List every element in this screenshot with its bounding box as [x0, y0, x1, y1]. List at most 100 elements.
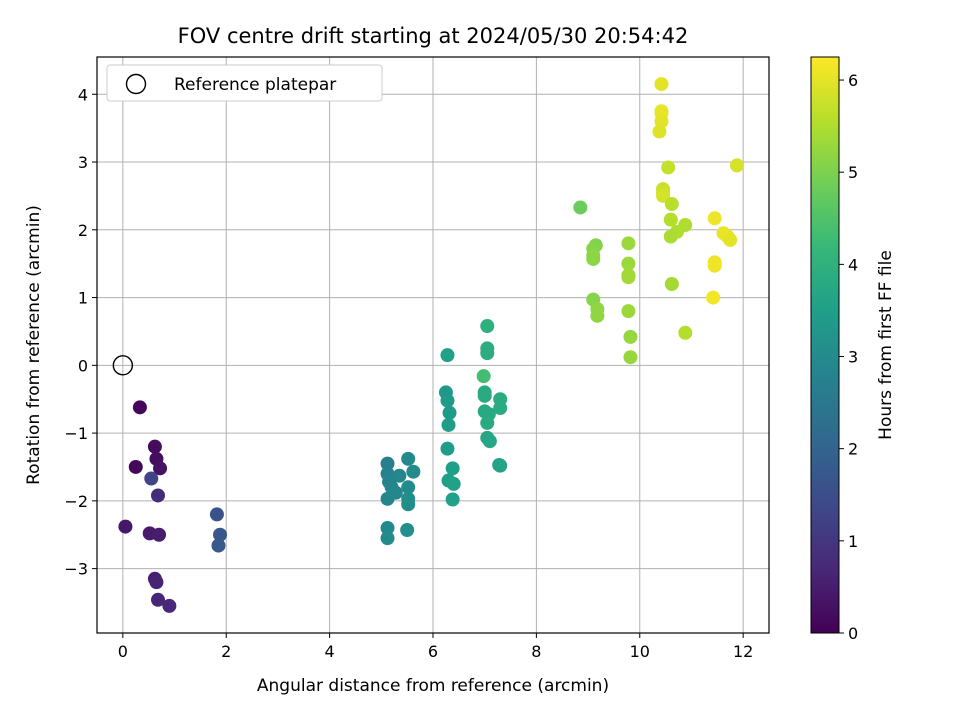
data-point — [573, 200, 588, 215]
data-point — [149, 575, 164, 590]
data-point — [152, 527, 167, 542]
data-point — [380, 520, 395, 535]
x-tick-label: 12 — [733, 642, 753, 661]
colorbar-tick-label: 2 — [848, 440, 858, 459]
data-point — [442, 405, 457, 420]
data-point — [150, 488, 165, 503]
legend-box — [106, 64, 383, 102]
data-point — [652, 124, 667, 139]
data-point — [623, 350, 638, 365]
x-tick-label: 6 — [428, 642, 438, 661]
data-point — [480, 415, 495, 430]
data-point — [401, 497, 416, 512]
data-point — [664, 197, 679, 212]
data-point — [400, 522, 415, 537]
data-point — [380, 456, 395, 471]
data-point — [132, 400, 147, 415]
data-point — [656, 188, 671, 203]
x-axis-label: Angular distance from reference (arcmin) — [257, 676, 609, 696]
colorbar-label: Hours from first FF file — [876, 250, 896, 440]
y-tick-label: −2 — [64, 492, 88, 511]
data-point — [446, 476, 461, 491]
legend: Reference platepar — [106, 64, 383, 102]
data-point — [707, 258, 722, 273]
data-point — [441, 417, 456, 432]
data-point — [147, 439, 162, 454]
data-point — [590, 308, 605, 323]
colorbar-tick-label: 5 — [848, 163, 858, 182]
data-point — [128, 459, 143, 474]
data-point — [480, 346, 495, 361]
x-tick-label: 0 — [118, 642, 128, 661]
y-tick-label: −3 — [64, 560, 88, 579]
data-point — [153, 461, 168, 476]
x-tick-label: 8 — [531, 642, 541, 661]
y-axis-ticks: −3 −2 −1 0 1 2 3 4 — [64, 85, 97, 579]
data-points — [112, 77, 744, 613]
data-point — [663, 212, 678, 227]
x-tick-label: 2 — [221, 642, 231, 661]
data-point — [162, 598, 177, 613]
colorbar-tick-label: 4 — [848, 255, 858, 274]
data-point — [150, 592, 165, 607]
data-point — [380, 531, 395, 546]
data-point — [493, 401, 508, 416]
data-point — [654, 77, 669, 92]
colorbar-ticks: 0 1 2 3 4 5 6 — [839, 71, 858, 643]
data-point — [493, 458, 508, 473]
data-point — [480, 319, 495, 334]
data-point — [392, 468, 407, 483]
data-point — [482, 434, 497, 449]
legend-label: Reference platepar — [174, 75, 336, 95]
data-point — [664, 277, 679, 292]
colorbar-tick-label: 1 — [848, 532, 858, 551]
data-point — [621, 304, 636, 319]
y-tick-label: −1 — [64, 424, 88, 443]
data-point — [406, 464, 421, 479]
data-point — [663, 229, 678, 244]
y-tick-label: 4 — [78, 85, 88, 104]
data-point — [401, 451, 416, 466]
data-point — [440, 441, 455, 456]
colorbar-tick-label: 6 — [848, 71, 858, 90]
data-point — [213, 527, 228, 542]
data-point — [729, 158, 744, 173]
data-point — [445, 492, 460, 507]
chart-title: FOV centre drift starting at 2024/05/30 … — [178, 24, 689, 48]
y-tick-label: 3 — [78, 153, 88, 172]
colorbar-gradient — [810, 56, 840, 634]
data-point — [476, 369, 491, 384]
x-tick-label: 4 — [325, 642, 335, 661]
colorbar-tick-label: 3 — [848, 348, 858, 367]
colorbar: 0 1 2 3 4 5 6 Hours from first FF file — [810, 56, 896, 643]
grid-lines — [97, 57, 769, 633]
colorbar-tick-label: 0 — [848, 624, 858, 643]
data-point — [445, 461, 460, 476]
data-point — [477, 388, 492, 403]
data-point — [706, 290, 721, 305]
x-axis-ticks: 0 2 4 6 8 10 12 — [118, 633, 753, 661]
data-point — [678, 325, 693, 340]
data-point — [440, 348, 455, 363]
y-tick-label: 2 — [78, 221, 88, 240]
data-point — [586, 251, 601, 266]
y-tick-label: 1 — [78, 289, 88, 308]
data-point — [623, 329, 638, 344]
x-tick-label: 10 — [630, 642, 650, 661]
data-point — [661, 160, 676, 175]
data-point — [723, 232, 738, 247]
y-axis-label: Rotation from reference (arcmin) — [24, 205, 44, 485]
data-point — [144, 471, 159, 486]
data-point — [621, 236, 636, 251]
legend-marker — [125, 73, 147, 95]
reference-point-marker — [112, 355, 134, 376]
y-tick-label: 0 — [78, 356, 88, 375]
data-point — [707, 211, 722, 226]
data-point — [401, 480, 416, 495]
data-point — [118, 519, 133, 534]
data-point — [440, 393, 455, 408]
data-point — [388, 485, 403, 500]
data-point — [621, 270, 636, 285]
data-point — [211, 538, 226, 553]
